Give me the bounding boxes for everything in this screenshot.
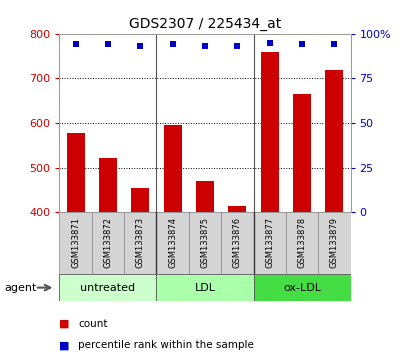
Bar bbox=[325, 70, 342, 212]
Bar bbox=[156, 274, 253, 301]
Bar bbox=[189, 212, 220, 274]
Text: count: count bbox=[78, 319, 107, 329]
Bar bbox=[228, 206, 246, 212]
Text: GSM133878: GSM133878 bbox=[297, 217, 306, 268]
Bar bbox=[124, 212, 156, 274]
Text: agent: agent bbox=[4, 282, 36, 293]
Bar bbox=[92, 212, 124, 274]
Text: GSM133873: GSM133873 bbox=[135, 217, 144, 268]
Bar bbox=[292, 94, 310, 212]
Bar bbox=[253, 212, 285, 274]
Text: LDL: LDL bbox=[194, 282, 215, 293]
Bar bbox=[59, 274, 156, 301]
Text: ox-LDL: ox-LDL bbox=[282, 282, 320, 293]
Bar bbox=[260, 52, 278, 212]
Bar bbox=[99, 158, 117, 212]
Text: GSM133877: GSM133877 bbox=[265, 217, 274, 268]
Text: GSM133879: GSM133879 bbox=[329, 217, 338, 268]
Text: ■: ■ bbox=[59, 340, 70, 350]
Bar bbox=[285, 212, 317, 274]
Text: untreated: untreated bbox=[80, 282, 135, 293]
Text: percentile rank within the sample: percentile rank within the sample bbox=[78, 340, 253, 350]
Bar bbox=[59, 212, 92, 274]
Text: GSM133874: GSM133874 bbox=[168, 217, 177, 268]
Bar bbox=[67, 133, 84, 212]
Text: GSM133876: GSM133876 bbox=[232, 217, 241, 268]
Bar bbox=[163, 125, 181, 212]
Text: GSM133871: GSM133871 bbox=[71, 217, 80, 268]
Bar bbox=[253, 274, 350, 301]
Bar bbox=[220, 212, 253, 274]
Bar bbox=[131, 188, 149, 212]
Text: ■: ■ bbox=[59, 319, 70, 329]
Text: GSM133875: GSM133875 bbox=[200, 217, 209, 268]
Bar bbox=[196, 181, 213, 212]
Title: GDS2307 / 225434_at: GDS2307 / 225434_at bbox=[128, 17, 281, 31]
Bar bbox=[156, 212, 189, 274]
Text: GSM133872: GSM133872 bbox=[103, 217, 112, 268]
Bar bbox=[317, 212, 350, 274]
